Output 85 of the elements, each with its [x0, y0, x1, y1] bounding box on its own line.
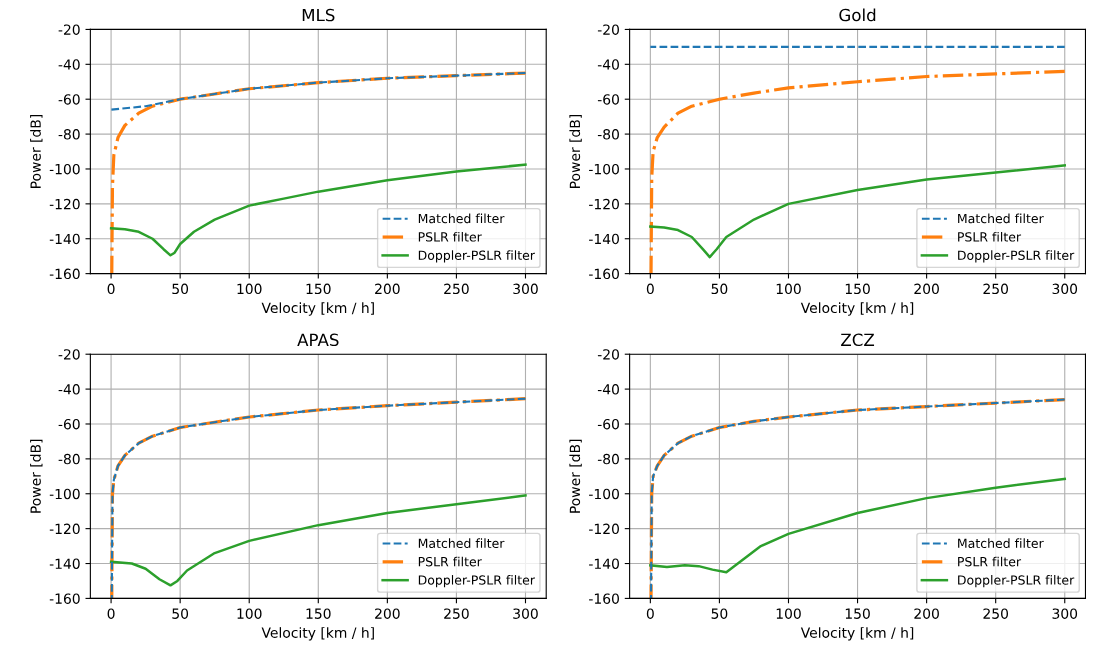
x-tick-label: 300: [1052, 283, 1078, 295]
y-tick-label: -160: [49, 593, 80, 604]
x-tick-label: 250: [444, 608, 469, 619]
legend-label: Doppler-PSLR filter: [418, 250, 535, 263]
x-tick-label: 100: [237, 283, 262, 295]
x-axis-title: Velocity [km / h]: [261, 627, 374, 641]
legend-label: Matched filter: [958, 538, 1044, 549]
y-tick-label: -40: [597, 59, 619, 70]
y-tick-label: -100: [49, 163, 80, 175]
x-tick-label: 100: [776, 283, 801, 295]
chart-title: ZCZ: [841, 333, 875, 347]
x-tick-label: 150: [306, 608, 331, 619]
x-tick-label: 50: [172, 283, 189, 295]
y-tick-label: -60: [597, 94, 619, 105]
y-tick-label: -20: [597, 349, 619, 360]
y-tick-label: -140: [589, 233, 619, 245]
y-tick-label: -140: [49, 233, 80, 245]
x-tick-label: 0: [646, 283, 654, 295]
legend-label: Doppler-PSLR filter: [958, 250, 1075, 263]
y-tick-label: -120: [49, 198, 80, 210]
x-tick-label: 200: [375, 283, 400, 295]
y-tick-label: -100: [589, 488, 619, 500]
x-tick-label: 50: [172, 608, 189, 619]
x-axis-title: Velocity [km / h]: [800, 627, 914, 641]
x-tick-label: 200: [914, 608, 939, 619]
y-tick-label: -60: [58, 94, 80, 105]
x-tick-label: 300: [513, 608, 538, 619]
legend-label: Doppler-PSLR filter: [418, 575, 535, 588]
y-tick-label: -20: [597, 24, 619, 35]
y-tick-label: -120: [589, 198, 619, 210]
y-axis-title: Power [dB]: [30, 439, 43, 513]
x-tick-label: 250: [444, 283, 469, 295]
y-tick-label: -60: [597, 418, 619, 430]
y-tick-label: -60: [58, 418, 80, 430]
x-tick-label: 50: [711, 283, 728, 295]
line-series: [649, 477, 1066, 574]
y-axis-title: Power [dB]: [569, 439, 582, 513]
x-tick-label: 0: [107, 283, 115, 295]
x-tick-label: 200: [375, 608, 400, 619]
x-axis-title: Velocity [km / h]: [261, 302, 374, 316]
chart-title: MLS: [302, 8, 335, 22]
legend-label: Doppler-PSLR filter: [958, 575, 1075, 588]
y-tick-label: -80: [597, 129, 619, 140]
x-tick-label: 300: [513, 283, 538, 295]
x-tick-label: 0: [646, 608, 654, 619]
legend-label: PSLR filter: [958, 231, 1022, 242]
legend-label: Matched filter: [958, 213, 1044, 224]
y-tick-label: -80: [58, 129, 80, 140]
y-tick-label: -40: [597, 384, 619, 395]
x-tick-label: 0: [107, 608, 115, 619]
x-tick-label: 150: [306, 283, 331, 295]
x-axis-title: Velocity [km / h]: [800, 302, 914, 316]
x-tick-label: 50: [711, 608, 728, 619]
y-tick-label: -140: [589, 558, 619, 569]
chart-title: APAS: [297, 333, 339, 347]
y-tick-label: -40: [58, 384, 80, 395]
legend-label: PSLR filter: [418, 231, 482, 242]
y-tick-label: -160: [49, 268, 80, 280]
x-tick-label: 150: [845, 608, 870, 619]
y-tick-label: -160: [589, 593, 619, 604]
y-tick-label: -100: [589, 163, 619, 175]
x-tick-label: 200: [914, 283, 939, 295]
x-tick-label: 150: [845, 283, 870, 295]
x-tick-label: 250: [983, 283, 1009, 295]
legend-label: PSLR filter: [418, 556, 482, 567]
y-tick-label: -20: [58, 349, 80, 360]
chart-title: Gold: [839, 8, 876, 22]
legend-label: PSLR filter: [958, 556, 1022, 567]
x-tick-label: 100: [776, 608, 801, 619]
y-axis-title: Power [dB]: [569, 114, 582, 188]
x-tick-label: 300: [1052, 608, 1078, 619]
y-tick-label: -80: [58, 453, 80, 465]
y-tick-label: -40: [58, 59, 80, 70]
legend-label: Matched filter: [418, 213, 505, 224]
y-axis-title: Power [dB]: [30, 114, 43, 188]
y-tick-label: -160: [589, 268, 619, 280]
y-tick-label: -80: [597, 453, 619, 465]
x-tick-label: 100: [237, 608, 262, 619]
y-tick-label: -20: [58, 24, 80, 35]
y-tick-label: -120: [589, 523, 619, 535]
legend-label: Matched filter: [418, 538, 505, 549]
y-tick-label: -140: [49, 558, 80, 569]
x-tick-label: 250: [983, 608, 1009, 619]
y-tick-label: -120: [49, 523, 80, 535]
y-tick-label: -100: [49, 488, 80, 500]
